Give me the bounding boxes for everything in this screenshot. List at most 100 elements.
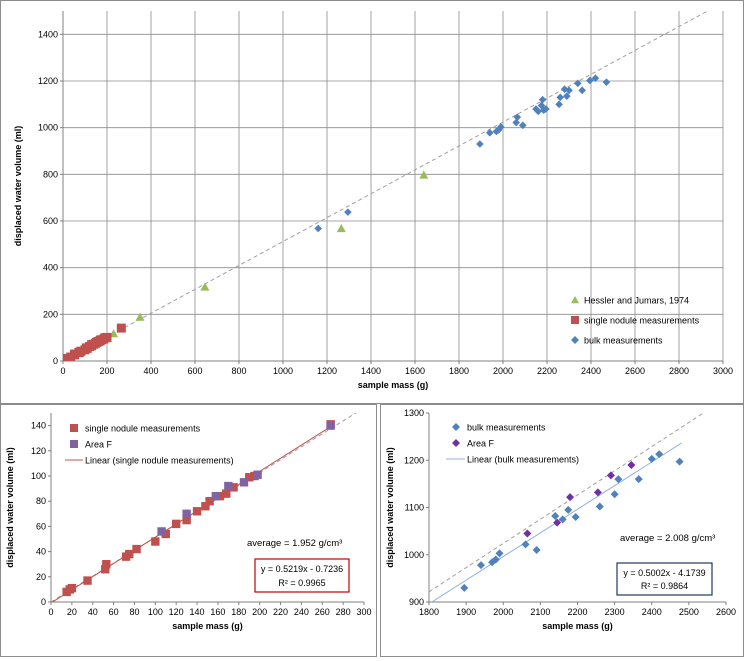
equation-box bbox=[254, 558, 350, 593]
x-tick-label: 800 bbox=[231, 366, 246, 376]
legend-marker bbox=[571, 316, 579, 324]
x-tick-label: 200 bbox=[252, 607, 267, 617]
y-tick-label: 400 bbox=[43, 263, 58, 273]
average-annotation: average = 2.008 g/cm³ bbox=[620, 533, 715, 544]
equation-text: y = 0.5002x - 4.1739 bbox=[623, 568, 705, 578]
y-tick-label: 60 bbox=[36, 521, 46, 531]
equation-box bbox=[616, 562, 713, 596]
x-tick-label: 100 bbox=[148, 607, 163, 617]
y-tick-label: 200 bbox=[43, 309, 58, 319]
x-axis-label: sample mass (g) bbox=[358, 380, 429, 390]
data-point bbox=[419, 170, 429, 179]
x-tick-label: 180 bbox=[231, 607, 246, 617]
average-annotation: average = 1.952 g/cm³ bbox=[247, 538, 342, 549]
x-tick-label: 1600 bbox=[405, 366, 425, 376]
series-bulk-measurements bbox=[460, 450, 684, 592]
x-axis-label: sample mass (g) bbox=[542, 621, 613, 631]
data-point bbox=[538, 95, 547, 104]
legend-label: Area F bbox=[467, 439, 495, 449]
y-axis-label: displaced water volume (ml) bbox=[5, 447, 15, 568]
x-tick-label: 3000 bbox=[713, 366, 733, 376]
data-point bbox=[614, 475, 623, 484]
x-tick-label: 2200 bbox=[567, 607, 587, 617]
y-tick-label: 1200 bbox=[404, 455, 424, 465]
series-hessler-and-jumars-1974 bbox=[109, 170, 429, 338]
legend-label: Area F bbox=[85, 440, 113, 450]
y-axis-label: displaced water volume (ml) bbox=[385, 447, 395, 568]
data-point bbox=[595, 502, 604, 511]
data-point bbox=[602, 78, 611, 86]
y-tick-label: 100 bbox=[31, 471, 46, 481]
data-point bbox=[222, 489, 231, 498]
data-point bbox=[486, 129, 494, 137]
data-point bbox=[495, 549, 504, 558]
data-point bbox=[532, 105, 540, 113]
reference-line bbox=[63, 11, 709, 361]
legend-label: Linear (bulk measurements) bbox=[467, 455, 579, 465]
data-point bbox=[532, 546, 541, 555]
legend-label: bulk measurements bbox=[584, 336, 663, 346]
data-point bbox=[125, 549, 134, 559]
data-point bbox=[116, 323, 126, 333]
data-point bbox=[200, 282, 210, 291]
y-tick-label: 1000 bbox=[38, 123, 58, 133]
r-squared-text: R² = 0.9864 bbox=[641, 581, 688, 591]
legend-label: single nodule measurements bbox=[584, 316, 700, 326]
data-point bbox=[205, 497, 214, 506]
main-scatter-chart: 0 200 400 600 800 1000 1200 1400 1600 1800 2000 220… bbox=[13, 11, 733, 390]
data-point bbox=[523, 529, 532, 538]
y-tick-label: 20 bbox=[36, 572, 46, 582]
bulk-chart-panel: 1800 1900 2000 2100 2200 2300 2400 2500 2600 900 1… bbox=[380, 404, 744, 657]
bulk-scatter-chart: 1800 1900 2000 2100 2200 2300 2400 2500 2600 900 1… bbox=[385, 408, 736, 631]
r-squared-text: R² = 0.9965 bbox=[278, 578, 325, 588]
data-point bbox=[634, 475, 643, 484]
data-point bbox=[542, 105, 550, 113]
x-tick-label: 280 bbox=[336, 607, 351, 617]
x-tick-label: 2400 bbox=[642, 607, 662, 617]
series-single-nodule-measurements bbox=[63, 323, 126, 361]
data-point bbox=[534, 107, 542, 116]
data-point bbox=[151, 537, 160, 546]
x-tick-label: 1400 bbox=[361, 366, 381, 376]
data-point bbox=[476, 140, 484, 148]
y-tick-label: 80 bbox=[36, 496, 46, 506]
data-point bbox=[521, 540, 530, 549]
y-tick-label: 600 bbox=[43, 216, 58, 226]
data-point bbox=[182, 515, 191, 525]
data-point bbox=[211, 491, 221, 501]
equation-text: y = 0.5219x - 0.7236 bbox=[261, 564, 343, 574]
bulk-legend: bulk measurements Area F Linear (bulk meas… bbox=[446, 423, 579, 465]
data-point bbox=[344, 208, 352, 216]
data-point bbox=[314, 224, 322, 233]
x-tick-label: 2300 bbox=[605, 607, 625, 617]
x-tick-label: 400 bbox=[143, 366, 158, 376]
data-point bbox=[591, 74, 600, 82]
x-tick-label: 2800 bbox=[669, 366, 689, 376]
data-point bbox=[675, 457, 684, 466]
y-tick-label: 0 bbox=[41, 597, 46, 607]
x-tick-label: 600 bbox=[187, 366, 202, 376]
single-nodule-chart-panel: 0 20 40 60 80 100 120 140 160 180 200 220 240 260 280 3… bbox=[0, 404, 377, 657]
data-point bbox=[326, 421, 335, 430]
data-point bbox=[229, 483, 238, 492]
data-point bbox=[537, 101, 546, 110]
x-tick-label: 60 bbox=[109, 607, 119, 617]
reference-line bbox=[429, 413, 705, 593]
data-point bbox=[586, 76, 594, 85]
legend-marker bbox=[571, 296, 579, 304]
data-point bbox=[566, 493, 575, 502]
single-nodule-scatter-chart: 0 20 40 60 80 100 120 140 160 180 200 220 240 260 280 3… bbox=[5, 413, 372, 631]
data-point bbox=[555, 100, 563, 109]
data-point bbox=[102, 560, 111, 569]
data-point bbox=[655, 450, 664, 459]
data-point bbox=[571, 512, 580, 521]
y-tick-label: 1400 bbox=[38, 29, 58, 39]
x-tick-label: 2400 bbox=[581, 366, 601, 376]
data-point bbox=[101, 565, 110, 574]
data-point bbox=[606, 471, 615, 480]
x-tick-label: 1800 bbox=[449, 366, 469, 376]
data-point bbox=[135, 312, 145, 321]
legend-label: Linear (single nodule measurements) bbox=[85, 456, 234, 466]
data-point bbox=[565, 86, 573, 95]
x-tick-label: 2500 bbox=[679, 607, 699, 617]
